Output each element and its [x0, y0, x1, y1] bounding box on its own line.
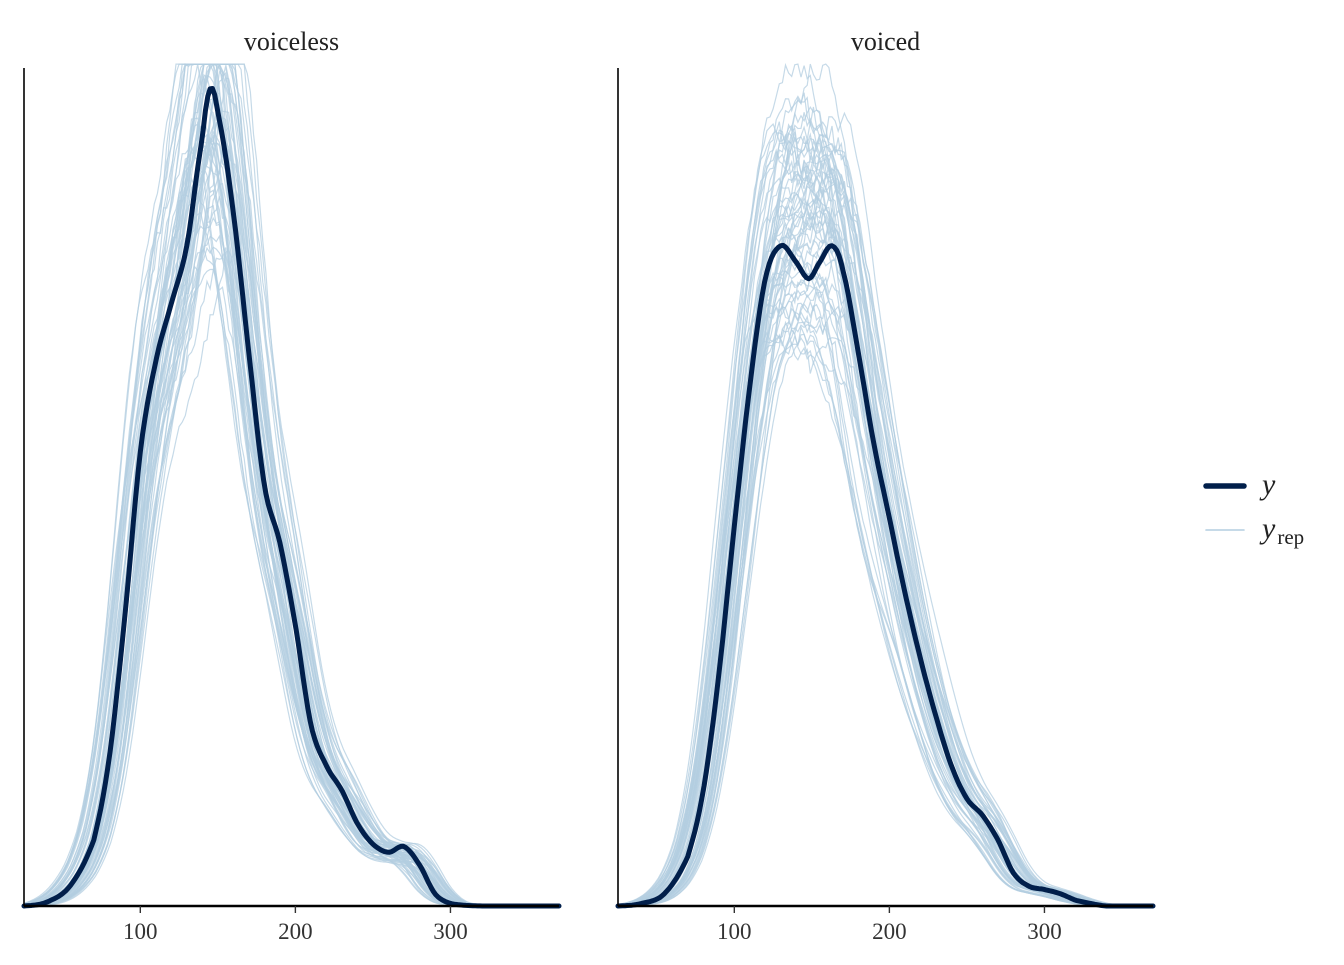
yrep-line [617, 250, 1152, 907]
facet-voiceless: voiceless 100 200 300 [21, 27, 562, 944]
x-tick-label: 200 [872, 919, 907, 944]
facet-title: voiced [851, 27, 920, 56]
yrep-line [618, 63, 1152, 907]
x-tick-label: 300 [433, 919, 468, 944]
y-observed-line [21, 86, 562, 909]
yrep-line [618, 106, 1152, 907]
legend-entry-rep: yrep [1205, 512, 1304, 549]
y-observed-line [615, 242, 1156, 909]
legend-entry-y: y [1203, 468, 1276, 501]
facet-title: voiceless [244, 27, 339, 56]
facets-layer: voiceless 100 200 300 voiced 100 200 300 [21, 27, 1156, 944]
legend-label: yrep [1259, 512, 1304, 549]
x-tick-label: 100 [123, 919, 158, 944]
x-tick-label: 200 [278, 919, 313, 944]
legend-label: y [1259, 468, 1276, 501]
x-tick-label: 100 [717, 919, 752, 944]
yrep-line [617, 175, 1152, 907]
x-tick-label: 300 [1027, 919, 1062, 944]
yrep-line [617, 223, 1152, 907]
legend: y yrep [1203, 468, 1304, 549]
facet-voiced: voiced 100 200 300 [615, 27, 1156, 944]
